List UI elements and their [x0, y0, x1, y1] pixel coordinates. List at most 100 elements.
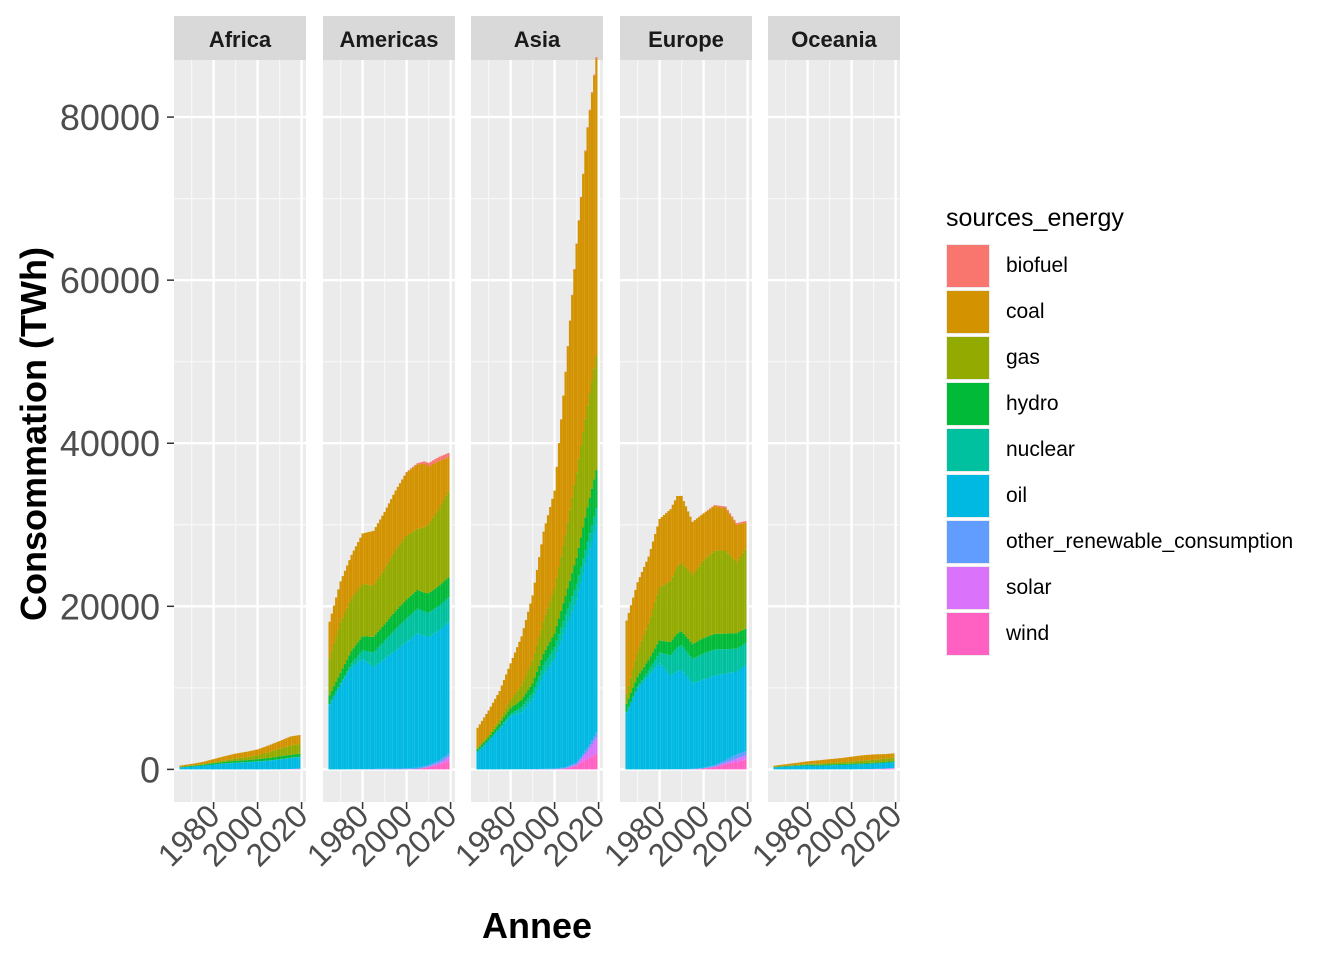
bar-segment-other_renewable_consumption	[706, 766, 710, 768]
bar-segment-coal	[489, 706, 492, 732]
bar-segment-hydro	[861, 763, 864, 765]
bar-segment-hydro	[810, 764, 814, 766]
bar-segment-other_renewable_consumption	[434, 762, 437, 765]
bar-segment-oil	[398, 646, 402, 769]
bar-segment-oil	[256, 761, 259, 770]
bar-segment-hydro	[531, 683, 534, 693]
bar-segment-gas	[709, 554, 712, 636]
bar-segment-coal	[726, 511, 729, 553]
bar-segment-oil	[343, 677, 347, 770]
bar-segment-hydro	[260, 758, 264, 761]
bar-segment-gas	[854, 761, 858, 764]
bar-segment-oil	[254, 761, 257, 770]
bar-segment-coal	[254, 749, 257, 756]
bar-segment-gas	[658, 587, 661, 641]
bar-segment-nuclear	[531, 692, 534, 700]
bar-segment-nuclear	[385, 638, 388, 657]
bar-segment-coal	[720, 507, 723, 551]
bar-segment-other_renewable_consumption	[438, 760, 441, 763]
legend-key	[946, 428, 990, 472]
bar-segment-gas	[667, 582, 670, 642]
bar-segment-gas	[278, 748, 281, 757]
bar-segment-nuclear	[678, 646, 681, 671]
bar-segment-other_renewable_consumption	[695, 768, 699, 770]
bar-segment-wind	[890, 768, 893, 770]
bar-segment-nuclear	[667, 654, 670, 674]
bar-segment-gas	[804, 764, 807, 765]
bar-segment-other_renewable_consumption	[427, 765, 430, 767]
bar-segment-gas	[549, 601, 552, 642]
bar-segment-wind	[442, 762, 446, 770]
bar-segment-coal	[841, 757, 844, 763]
bar-segment-wind	[702, 768, 705, 770]
bar-segment-gas	[431, 517, 435, 591]
bar-segment-gas	[392, 553, 395, 614]
bar-segment-hydro	[368, 636, 371, 652]
bar-segment-coal	[513, 652, 517, 695]
bar-segment-nuclear	[423, 611, 426, 636]
bar-segment-coal	[412, 467, 415, 532]
bar-segment-oil	[296, 757, 299, 769]
bar-segment-coal	[390, 499, 393, 558]
bar-segment-oil	[403, 643, 406, 769]
bar-segment-gas	[824, 763, 827, 765]
bar-segment-hydro	[854, 763, 858, 765]
y-tick-label: 80000	[60, 97, 160, 138]
bar-segment-gas	[711, 552, 714, 635]
bar-segment-hydro	[549, 641, 552, 655]
bar-segment-biofuel	[715, 505, 718, 507]
bar-segment-hydro	[577, 547, 580, 576]
bar-segment-coal	[540, 544, 543, 630]
bar-segment-gas	[808, 763, 811, 765]
bar-segment-gas	[879, 759, 882, 763]
bar-segment-coal	[892, 753, 895, 758]
bar-segment-oil	[687, 677, 690, 769]
bar-segment-nuclear	[396, 626, 399, 649]
bar-segment-nuclear	[671, 652, 674, 675]
bar-segment-oil	[799, 765, 803, 770]
legend-item-hydro: hydro	[946, 381, 1293, 427]
bar-segment-gas	[423, 527, 426, 593]
bar-segment-oil	[197, 766, 200, 770]
bar-segment-coal	[282, 739, 286, 748]
bar-segment-coal	[551, 498, 554, 596]
bar-segment-coal	[665, 513, 668, 584]
bar-segment-coal	[267, 745, 270, 753]
bar-segment-wind	[706, 767, 710, 770]
bar-segment-hydro	[595, 470, 598, 509]
bar-segment-solar	[438, 762, 441, 765]
bar-segment-hydro	[691, 644, 694, 659]
bar-segment-gas	[511, 697, 514, 707]
bar-segment-coal	[280, 740, 283, 749]
bar-segment-nuclear	[416, 608, 419, 634]
bar-segment-gas	[427, 524, 430, 594]
bar-segment-hydro	[879, 762, 882, 764]
bar-segment-biofuel	[586, 127, 589, 129]
bar-segment-hydro	[234, 760, 237, 763]
bar-segment-other_renewable_consumption	[425, 765, 428, 768]
bar-segment-oil	[678, 670, 681, 770]
bar-segment-other_renewable_consumption	[557, 768, 561, 769]
bar-segment-coal	[232, 754, 235, 759]
bar-segment-coal	[651, 541, 655, 610]
bar-segment-gas	[799, 764, 803, 766]
bar-segment-coal	[804, 761, 807, 765]
bar-segment-wind	[560, 768, 563, 770]
bar-segment-oil	[376, 663, 380, 769]
bar-segment-coal	[407, 470, 410, 535]
bar-segment-gas	[348, 602, 351, 656]
bar-segment-wind	[582, 761, 585, 770]
legend-label: wind	[1006, 622, 1050, 645]
bar-segment-gas	[522, 680, 525, 697]
bar-segment-hydro	[247, 759, 250, 762]
bar-segment-biofuel	[737, 522, 740, 525]
bar-segment-nuclear	[343, 675, 347, 678]
bar-segment-coal	[861, 755, 864, 761]
bar-segment-oil	[298, 757, 301, 769]
bar-segment-gas	[575, 472, 578, 558]
bar-segment-gas	[370, 585, 373, 637]
legend-swatch	[947, 475, 989, 517]
bar-segment-coal	[788, 763, 792, 766]
bar-segment-oil	[669, 675, 672, 770]
